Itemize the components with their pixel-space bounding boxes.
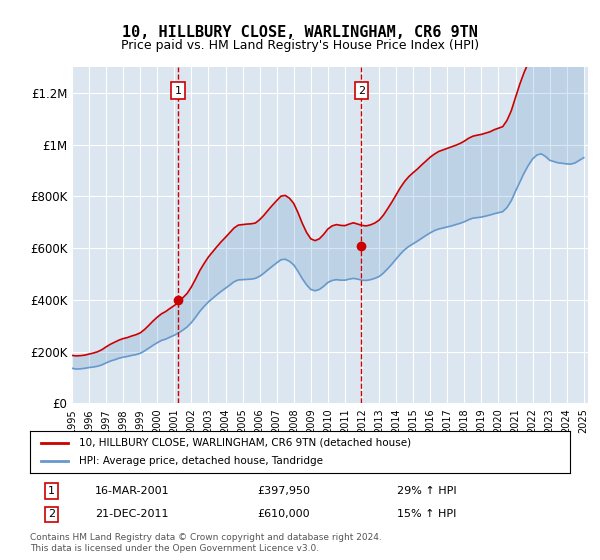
Text: 15% ↑ HPI: 15% ↑ HPI [397,509,457,519]
Text: Price paid vs. HM Land Registry's House Price Index (HPI): Price paid vs. HM Land Registry's House … [121,39,479,52]
Text: 10, HILLBURY CLOSE, WARLINGHAM, CR6 9TN (detached house): 10, HILLBURY CLOSE, WARLINGHAM, CR6 9TN … [79,438,411,448]
Text: 21-DEC-2011: 21-DEC-2011 [95,509,168,519]
Text: 2: 2 [358,86,365,96]
Text: £610,000: £610,000 [257,509,310,519]
Text: This data is licensed under the Open Government Licence v3.0.: This data is licensed under the Open Gov… [30,544,319,553]
Text: £397,950: £397,950 [257,486,310,496]
Text: 1: 1 [48,486,55,496]
Text: 2: 2 [48,509,55,519]
Text: 16-MAR-2001: 16-MAR-2001 [95,486,169,496]
Text: 10, HILLBURY CLOSE, WARLINGHAM, CR6 9TN: 10, HILLBURY CLOSE, WARLINGHAM, CR6 9TN [122,25,478,40]
Text: Contains HM Land Registry data © Crown copyright and database right 2024.: Contains HM Land Registry data © Crown c… [30,533,382,542]
Text: 1: 1 [175,86,181,96]
Text: HPI: Average price, detached house, Tandridge: HPI: Average price, detached house, Tand… [79,456,323,466]
Text: 29% ↑ HPI: 29% ↑ HPI [397,486,457,496]
